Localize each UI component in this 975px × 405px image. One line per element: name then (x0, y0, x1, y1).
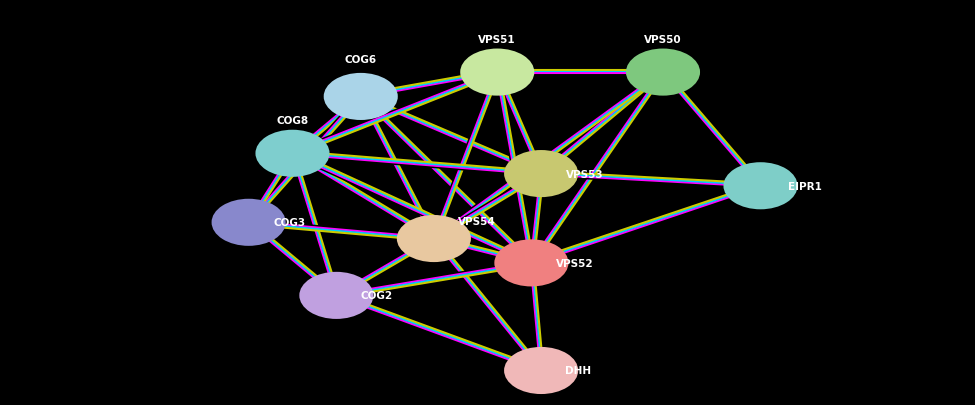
Text: EIPR1: EIPR1 (788, 181, 822, 191)
Ellipse shape (212, 199, 286, 246)
Ellipse shape (494, 240, 568, 287)
Ellipse shape (397, 215, 471, 262)
Text: VPS53: VPS53 (566, 169, 604, 179)
Ellipse shape (504, 347, 578, 394)
Ellipse shape (723, 163, 798, 210)
Text: COG2: COG2 (361, 291, 393, 301)
Ellipse shape (460, 49, 534, 96)
Text: VPS54: VPS54 (458, 217, 496, 227)
Ellipse shape (255, 130, 330, 177)
Text: VPS52: VPS52 (556, 258, 594, 268)
Text: COG6: COG6 (345, 55, 376, 65)
Text: COG8: COG8 (277, 115, 308, 126)
Text: COG3: COG3 (273, 218, 305, 228)
Ellipse shape (299, 272, 373, 319)
Text: DHH: DHH (566, 366, 592, 375)
Text: VPS51: VPS51 (479, 34, 516, 45)
Ellipse shape (626, 49, 700, 96)
Text: VPS50: VPS50 (644, 34, 682, 45)
Ellipse shape (504, 151, 578, 198)
Ellipse shape (324, 74, 398, 121)
